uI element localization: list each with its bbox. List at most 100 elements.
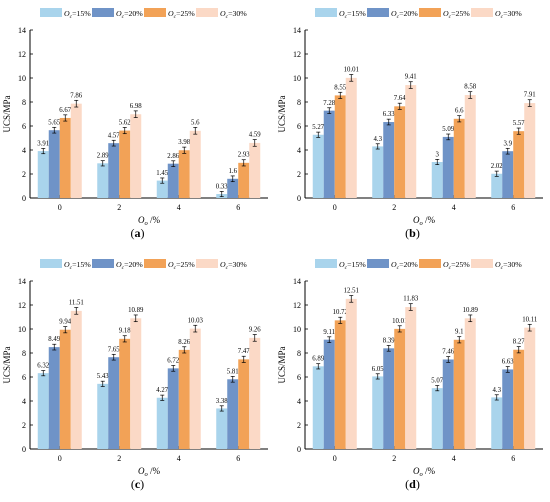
panel-caption-c: (c) bbox=[130, 477, 145, 491]
chart-panel-c: Oc=15% Oc=20% Oc=25% Oc=30% 0 2 4 6 8 10 12 14 UCS/M… bbox=[0, 251, 275, 502]
y-tick-label: 2 bbox=[22, 170, 26, 179]
bar bbox=[249, 142, 261, 198]
y-axis-label: UCS/MPa bbox=[277, 346, 287, 383]
y-axis-label: UCS/MPa bbox=[2, 95, 12, 132]
data-label: 4.3 bbox=[374, 136, 383, 143]
legend-swatch bbox=[196, 259, 218, 268]
legend-label: Oc=15% bbox=[339, 9, 366, 20]
data-label: 6.6 bbox=[455, 108, 464, 115]
y-tick-label: 10 bbox=[293, 74, 301, 83]
data-label: 3.38 bbox=[216, 398, 228, 405]
bar bbox=[442, 136, 454, 198]
bar bbox=[491, 173, 503, 198]
legend-swatch bbox=[92, 259, 114, 268]
data-label: 2.02 bbox=[491, 163, 503, 170]
bar bbox=[189, 328, 201, 449]
data-label: 9.18 bbox=[119, 328, 131, 335]
y-tick-label: 12 bbox=[18, 301, 26, 310]
legend-label: Oc=20% bbox=[116, 260, 143, 271]
bar bbox=[48, 347, 60, 449]
bar bbox=[453, 339, 465, 449]
x-tick-label: 0 bbox=[58, 203, 62, 212]
bar bbox=[453, 118, 465, 198]
data-label: 10.01 bbox=[344, 67, 359, 74]
bar bbox=[345, 77, 357, 198]
bar bbox=[345, 298, 357, 449]
panel-caption-d: (d) bbox=[405, 477, 420, 491]
x-tick-label: 2 bbox=[392, 203, 396, 212]
bar bbox=[238, 359, 250, 449]
legend-label: Oc=20% bbox=[391, 260, 418, 271]
y-tick-label: 6 bbox=[297, 373, 301, 382]
bar bbox=[323, 110, 335, 198]
y-tick-label: 4 bbox=[297, 146, 301, 155]
data-label: 9.26 bbox=[249, 327, 261, 334]
bar bbox=[431, 388, 443, 449]
legend-label: Oc=30% bbox=[495, 9, 522, 20]
legend-swatch bbox=[471, 259, 493, 268]
legend-swatch bbox=[419, 8, 441, 17]
y-tick-label: 10 bbox=[18, 325, 26, 334]
data-label: 6.33 bbox=[383, 111, 395, 118]
x-tick-label: 0 bbox=[58, 454, 62, 463]
data-label: 7.86 bbox=[70, 92, 82, 99]
data-label: 0.33 bbox=[216, 183, 228, 190]
data-label: 3 bbox=[436, 151, 440, 158]
legend-swatch bbox=[92, 8, 114, 17]
data-label: 7.65 bbox=[108, 346, 120, 353]
bar-chart-a: Oc=15% Oc=20% Oc=25% Oc=30% 0 2 4 6 8 10 12 14 UCS/M… bbox=[2, 8, 268, 227]
data-label: 9.11 bbox=[323, 329, 335, 336]
legend-swatch bbox=[144, 8, 166, 17]
data-label: 5.65 bbox=[48, 119, 60, 126]
data-label: 10.89 bbox=[128, 307, 144, 314]
y-tick-label: 8 bbox=[22, 349, 26, 358]
bar bbox=[464, 95, 476, 198]
bar bbox=[312, 134, 324, 198]
bar bbox=[119, 130, 131, 198]
data-label: 5.81 bbox=[227, 368, 239, 375]
bar bbox=[405, 85, 417, 198]
legend-swatch bbox=[144, 259, 166, 268]
chart-panel-b: Oc=15% Oc=20% Oc=25% Oc=30% 0 2 4 6 8 10 12 14 UCS/M… bbox=[275, 0, 550, 251]
x-axis-label: Oo /% bbox=[138, 466, 161, 478]
bar bbox=[178, 349, 190, 449]
data-label: 5.6 bbox=[191, 119, 200, 126]
legend: Oc=15% Oc=20% Oc=25% Oc=30% bbox=[315, 259, 522, 271]
legend-swatch bbox=[196, 8, 218, 17]
bar bbox=[167, 163, 179, 198]
legend: Oc=15% Oc=20% Oc=25% Oc=30% bbox=[315, 8, 522, 20]
data-label: 10.89 bbox=[463, 307, 479, 314]
bar bbox=[119, 338, 131, 449]
bar bbox=[156, 180, 168, 198]
data-label: 1.6 bbox=[229, 168, 238, 175]
data-label: 8.55 bbox=[334, 84, 346, 91]
bar bbox=[405, 307, 417, 449]
x-tick-label: 6 bbox=[511, 203, 515, 212]
bar bbox=[383, 348, 395, 449]
bar bbox=[502, 151, 514, 198]
bar bbox=[238, 162, 250, 198]
bar bbox=[59, 329, 71, 449]
bar bbox=[334, 320, 346, 449]
legend-label: Oc=25% bbox=[168, 9, 195, 20]
y-tick-label: 6 bbox=[22, 122, 26, 131]
y-tick-label: 14 bbox=[18, 26, 26, 35]
y-axis-label: UCS/MPa bbox=[277, 95, 287, 132]
x-tick-label: 4 bbox=[177, 203, 181, 212]
legend-label: Oc=20% bbox=[391, 9, 418, 20]
data-label: 8.58 bbox=[464, 84, 476, 91]
bar bbox=[59, 117, 71, 198]
bar bbox=[37, 373, 49, 449]
data-label: 10.01 bbox=[392, 318, 407, 325]
y-tick-label: 14 bbox=[18, 277, 26, 286]
bar bbox=[524, 103, 536, 198]
legend-label: Oc=30% bbox=[220, 260, 247, 271]
data-label: 7.91 bbox=[524, 92, 536, 99]
bar bbox=[383, 122, 395, 198]
y-tick-label: 12 bbox=[18, 50, 26, 59]
chart-panel-a: Oc=15% Oc=20% Oc=25% Oc=30% 0 2 4 6 8 10 12 14 UCS/M… bbox=[0, 0, 275, 251]
data-label: 6.63 bbox=[502, 359, 514, 366]
data-label: 5.57 bbox=[513, 120, 525, 127]
bar bbox=[394, 328, 406, 449]
legend-swatch bbox=[367, 259, 389, 268]
